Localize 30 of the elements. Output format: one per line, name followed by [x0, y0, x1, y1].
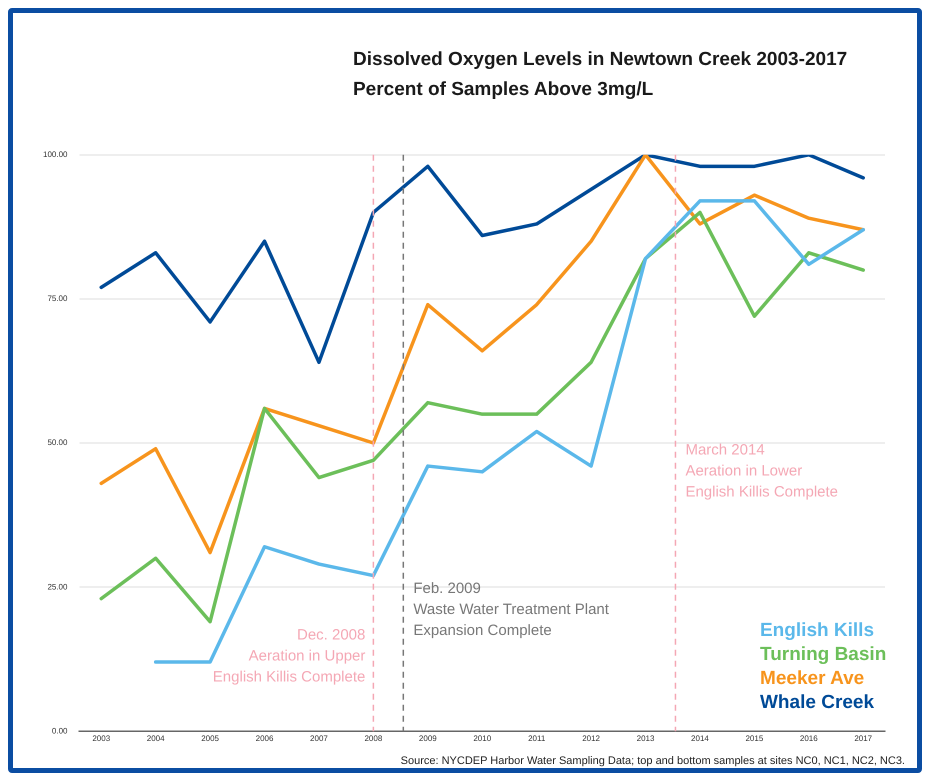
x-tick-label: 2004	[146, 734, 166, 744]
chart-subtitle: Percent of Samples Above 3mg/L	[353, 79, 654, 101]
ref-line-label: March 2014 Aeration in Lower English Killis Complete	[685, 442, 838, 501]
x-tick-label: 2012	[582, 734, 601, 744]
y-tick-label: 0.00	[52, 726, 68, 736]
x-tick-label: 2010	[473, 734, 492, 744]
x-tick-label: 2007	[310, 734, 328, 744]
text: English Kills	[760, 620, 874, 641]
x-tick-label: 2008	[364, 734, 383, 744]
text: Meeker Ave	[760, 668, 864, 689]
x-tick-label: 2015	[745, 734, 764, 744]
y-tick-label: 100.00	[43, 150, 68, 160]
x-tick-label: 2005	[201, 734, 220, 744]
y-tick-label: 50.00	[47, 438, 68, 448]
x-tick-label: 2011	[528, 734, 546, 744]
x-tick-label: 2009	[418, 734, 438, 744]
x-tick-label: 2003	[92, 734, 111, 744]
y-tick-label: 25.00	[47, 582, 68, 592]
chart-title: Dissolved Oxygen Levels in Newtown Creek 2003-2017	[353, 49, 848, 71]
text: Whale Creek	[760, 692, 874, 713]
ref-line-label: Feb. 2009 Waste Water Treatment Plant Expansion Complete	[413, 580, 610, 639]
y-tick-label: 75.00	[47, 294, 68, 304]
x-tick-label: 2006	[256, 734, 274, 744]
x-tick-label: 2013	[636, 734, 655, 744]
x-tick-label: 2014	[691, 734, 710, 744]
x-tick-label: 2017	[854, 734, 873, 744]
x-tick-label: 2016	[800, 734, 818, 744]
source-note: Source: NYCDEP Harbor Water Sampling Data; top and bottom samples at sites NC0, NC1, NC2, NC3.	[400, 755, 905, 767]
text: Turning Basin	[760, 644, 886, 665]
ref-line-label: Dec. 2008 Aeration in Upper English Killis Complete	[212, 626, 366, 686]
